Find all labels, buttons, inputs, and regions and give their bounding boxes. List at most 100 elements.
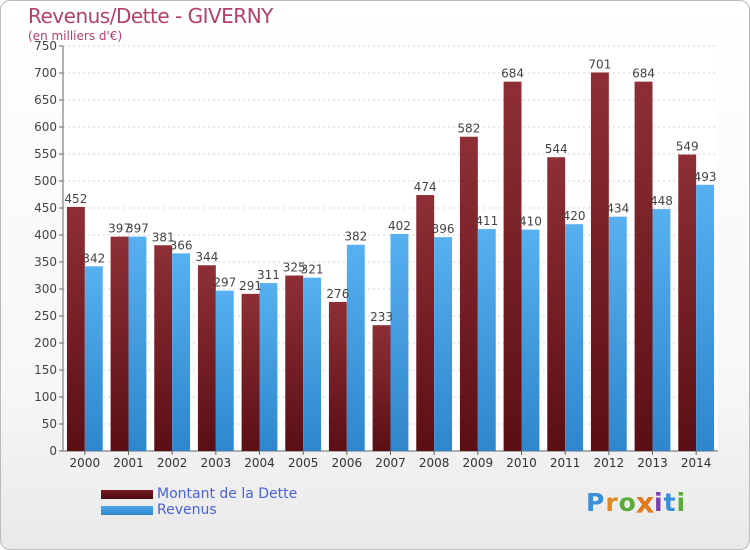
data-label: 448 xyxy=(650,194,673,208)
y-tick-label: 750 xyxy=(34,39,57,53)
data-label: 291 xyxy=(239,279,262,293)
data-label: 402 xyxy=(388,219,411,233)
data-label: 321 xyxy=(301,263,324,277)
x-tick-label: 2011 xyxy=(550,456,581,470)
data-label: 411 xyxy=(475,214,498,228)
data-label: 233 xyxy=(370,310,393,324)
bar-revenus xyxy=(565,224,584,451)
logo-letter: t xyxy=(663,488,677,517)
legend-swatch-dette xyxy=(101,490,153,499)
y-tick-label: 400 xyxy=(34,228,57,242)
bar-dette xyxy=(285,275,304,451)
y-tick-label: 700 xyxy=(34,66,57,80)
data-label: 297 xyxy=(213,276,236,290)
data-label: 701 xyxy=(588,57,611,71)
bar-revenus xyxy=(128,236,147,451)
bar-revenus xyxy=(84,266,103,451)
bar-dette xyxy=(590,72,609,452)
bar-revenus xyxy=(521,229,540,451)
x-tick-label: 2009 xyxy=(463,456,494,470)
x-tick-label: 2006 xyxy=(332,456,363,470)
bar-dette xyxy=(678,154,697,452)
data-label: 311 xyxy=(257,268,280,282)
x-tick-label: 2008 xyxy=(419,456,450,470)
data-label: 474 xyxy=(414,180,437,194)
proxiti-logo: Proxiti xyxy=(586,485,687,520)
data-label: 382 xyxy=(344,230,367,244)
data-label: 366 xyxy=(170,238,193,252)
bar-dette xyxy=(503,81,522,451)
bar-dette xyxy=(241,293,260,451)
x-tick-label: 2010 xyxy=(506,456,537,470)
x-tick-label: 2002 xyxy=(157,456,188,470)
y-tick-label: 150 xyxy=(34,363,57,377)
y-tick-label: 650 xyxy=(34,93,57,107)
bar-revenus xyxy=(608,216,627,451)
data-label: 549 xyxy=(676,140,699,154)
x-tick-label: 2012 xyxy=(594,456,625,470)
bar-dette xyxy=(110,236,129,451)
data-label: 342 xyxy=(82,251,105,265)
x-tick-label: 2005 xyxy=(288,456,319,470)
data-label: 276 xyxy=(326,287,349,301)
y-tick-label: 550 xyxy=(34,147,57,161)
legend-label-revenus: Revenus xyxy=(157,502,217,518)
x-axis: 2000 2001 2002 2003 2004 2005 2006 2007 2008 2009… xyxy=(70,451,712,470)
bar-revenus xyxy=(215,290,234,451)
legend-label-dette: Montant de la Dette xyxy=(157,486,298,502)
bar-dette xyxy=(416,195,435,451)
data-label: 325 xyxy=(283,261,306,275)
data-label: 544 xyxy=(545,142,568,156)
y-tick-label: 100 xyxy=(34,390,57,404)
bar-revenus xyxy=(303,277,322,451)
y-tick-label: 500 xyxy=(34,174,57,188)
x-tick-label: 2013 xyxy=(637,456,668,470)
data-label: 434 xyxy=(606,202,629,216)
y-tick-label: 350 xyxy=(34,255,57,269)
bar-dette xyxy=(328,301,347,451)
logo-letter: r xyxy=(605,488,619,517)
bar-dette xyxy=(154,245,173,451)
data-label: 410 xyxy=(519,215,542,229)
bar-revenus xyxy=(696,184,715,451)
x-tick-label: 2004 xyxy=(244,456,275,470)
x-tick-label: 2007 xyxy=(375,456,406,470)
data-label: 344 xyxy=(195,250,218,264)
bar-revenus xyxy=(390,233,409,451)
logo-letter: i xyxy=(676,488,687,517)
y-tick-label: 300 xyxy=(34,282,57,296)
bars xyxy=(66,72,715,452)
bar-dette xyxy=(372,325,391,451)
logo-letter: i xyxy=(654,488,664,517)
y-tick-label: 450 xyxy=(34,201,57,215)
bar-revenus xyxy=(434,237,453,451)
y-tick-label: 0 xyxy=(49,444,57,458)
x-tick-label: 2001 xyxy=(113,456,144,470)
data-label: 493 xyxy=(694,170,717,184)
y-tick-label: 600 xyxy=(34,120,57,134)
data-label: 397 xyxy=(108,222,131,236)
data-label: 684 xyxy=(501,67,524,81)
bar-dette xyxy=(547,157,566,452)
bar-dette xyxy=(66,206,85,451)
data-label: 397 xyxy=(126,222,149,236)
bar-revenus xyxy=(346,244,365,451)
data-label: 396 xyxy=(432,222,455,236)
logo-letter: P xyxy=(586,488,606,517)
chart-title: Revenus/Dette - GIVERNY xyxy=(28,4,273,28)
data-label: 381 xyxy=(152,230,175,244)
x-tick-label: 2000 xyxy=(70,456,101,470)
y-tick-label: 250 xyxy=(34,309,57,323)
legend-swatch-revenus xyxy=(101,506,153,515)
logo-letter: x xyxy=(635,485,656,520)
bar-revenus xyxy=(259,283,278,451)
bar-revenus xyxy=(172,253,191,451)
bar-dette xyxy=(459,136,478,451)
data-label: 684 xyxy=(632,67,655,81)
y-tick-label: 200 xyxy=(34,336,57,350)
bar-revenus xyxy=(477,229,496,451)
chart-subtitle: (en milliers d'€) xyxy=(28,29,123,43)
x-tick-label: 2014 xyxy=(681,456,712,470)
